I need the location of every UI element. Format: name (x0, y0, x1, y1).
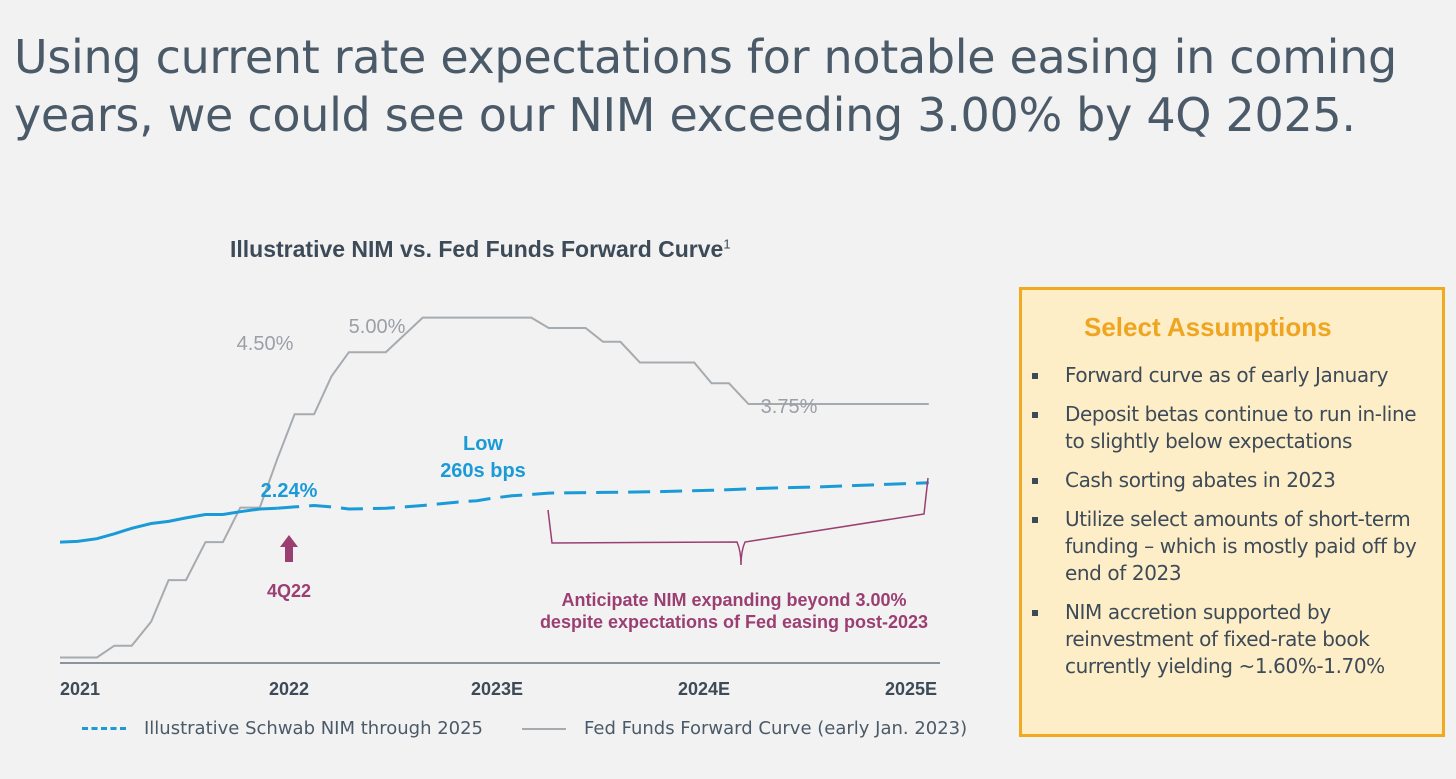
assumption-text: Utilize select amounts of short-term fun… (1065, 507, 1417, 585)
bullet-icon (1032, 373, 1038, 379)
annotation-nim-expanding: Anticipate NIM expanding beyond 3.00% (561, 590, 906, 610)
assumption-item: NIM accretion supported by reinvestment … (1022, 599, 1442, 680)
slide-headline: Using current rate expectations for nota… (14, 30, 1397, 142)
series-nim-projected-line (277, 481, 929, 511)
legend-label-fed: Fed Funds Forward Curve (early Jan. 2023… (584, 718, 968, 739)
legend-solid-line-icon (522, 727, 566, 730)
bullet-icon (1032, 478, 1038, 484)
assumption-item: Utilize select amounts of short-term fun… (1022, 506, 1442, 587)
x-tick-label: 2021 (60, 679, 100, 699)
x-tick-label: 2024E (678, 679, 730, 699)
annotation-4q22: 4Q22 (267, 581, 311, 601)
assumptions-title: Select Assumptions (1084, 312, 1332, 342)
x-tick-label: 2022 (269, 679, 309, 699)
legend-item-fed: Fed Funds Forward Curve (early Jan. 2023… (522, 718, 967, 739)
data-label-fed-4-50: 4.50% (237, 333, 294, 355)
assumption-item: Cash sorting abates in 2023 (1022, 467, 1442, 494)
chart-title-text: Illustrative NIM vs. Fed Funds Forward C… (230, 236, 724, 262)
bracket-projection (547, 477, 929, 566)
assumption-text: NIM accretion supported by reinvestment … (1065, 600, 1385, 678)
chart-title: Illustrative NIM vs. Fed Funds Forward C… (230, 236, 731, 263)
series-fed-funds-line (60, 316, 929, 659)
chart-title-footnote: 1 (723, 236, 731, 252)
bullet-icon (1032, 412, 1038, 418)
data-label-fed-5-00: 5.00% (349, 316, 406, 338)
legend-label-nim: Illustrative Schwab NIM through 2025 (144, 718, 484, 739)
annotation-low: Low (463, 433, 503, 455)
assumption-text: Cash sorting abates in 2023 (1065, 468, 1336, 492)
arrow-up-icon (280, 535, 298, 562)
bullet-icon (1032, 610, 1038, 616)
assumption-text: Forward curve as of early January (1065, 363, 1389, 387)
assumption-item: Deposit betas continue to run in-line to… (1022, 401, 1442, 455)
x-tick-label: 2025E (885, 679, 937, 699)
annotation-fed-easing: despite expectations of Fed easing post-… (540, 612, 928, 632)
data-label-fed-3-75: 3.75% (761, 396, 818, 418)
assumption-item: Forward curve as of early January (1022, 362, 1442, 389)
legend-item-nim: Illustrative Schwab NIM through 2025 (82, 718, 483, 739)
series-nim-actual-line (59, 506, 278, 544)
bullet-icon (1032, 517, 1038, 523)
legend-dashed-line-icon (82, 727, 126, 730)
select-assumptions-panel: Select Assumptions Forward curve as of e… (1019, 287, 1445, 737)
annotation-260s-bps: 260s bps (440, 460, 526, 482)
x-tick-label: 2023E (471, 679, 523, 699)
assumption-text: Deposit betas continue to run in-line to… (1065, 402, 1417, 453)
data-label-nim-2-24: 2.24% (261, 480, 318, 502)
assumptions-list: Forward curve as of early January Deposi… (1022, 362, 1442, 692)
